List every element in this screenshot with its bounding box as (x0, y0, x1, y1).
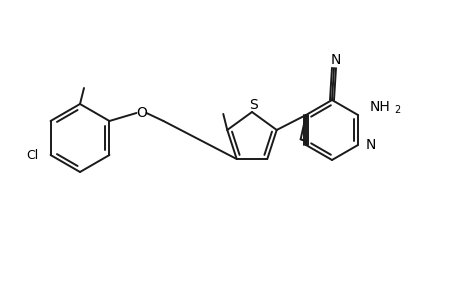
Text: S: S (249, 98, 258, 112)
Text: 2: 2 (393, 105, 399, 115)
Text: N: N (365, 138, 375, 152)
Text: N: N (330, 53, 341, 67)
Text: O: O (136, 106, 146, 120)
Text: NH: NH (369, 100, 390, 114)
Text: Cl: Cl (26, 148, 39, 161)
